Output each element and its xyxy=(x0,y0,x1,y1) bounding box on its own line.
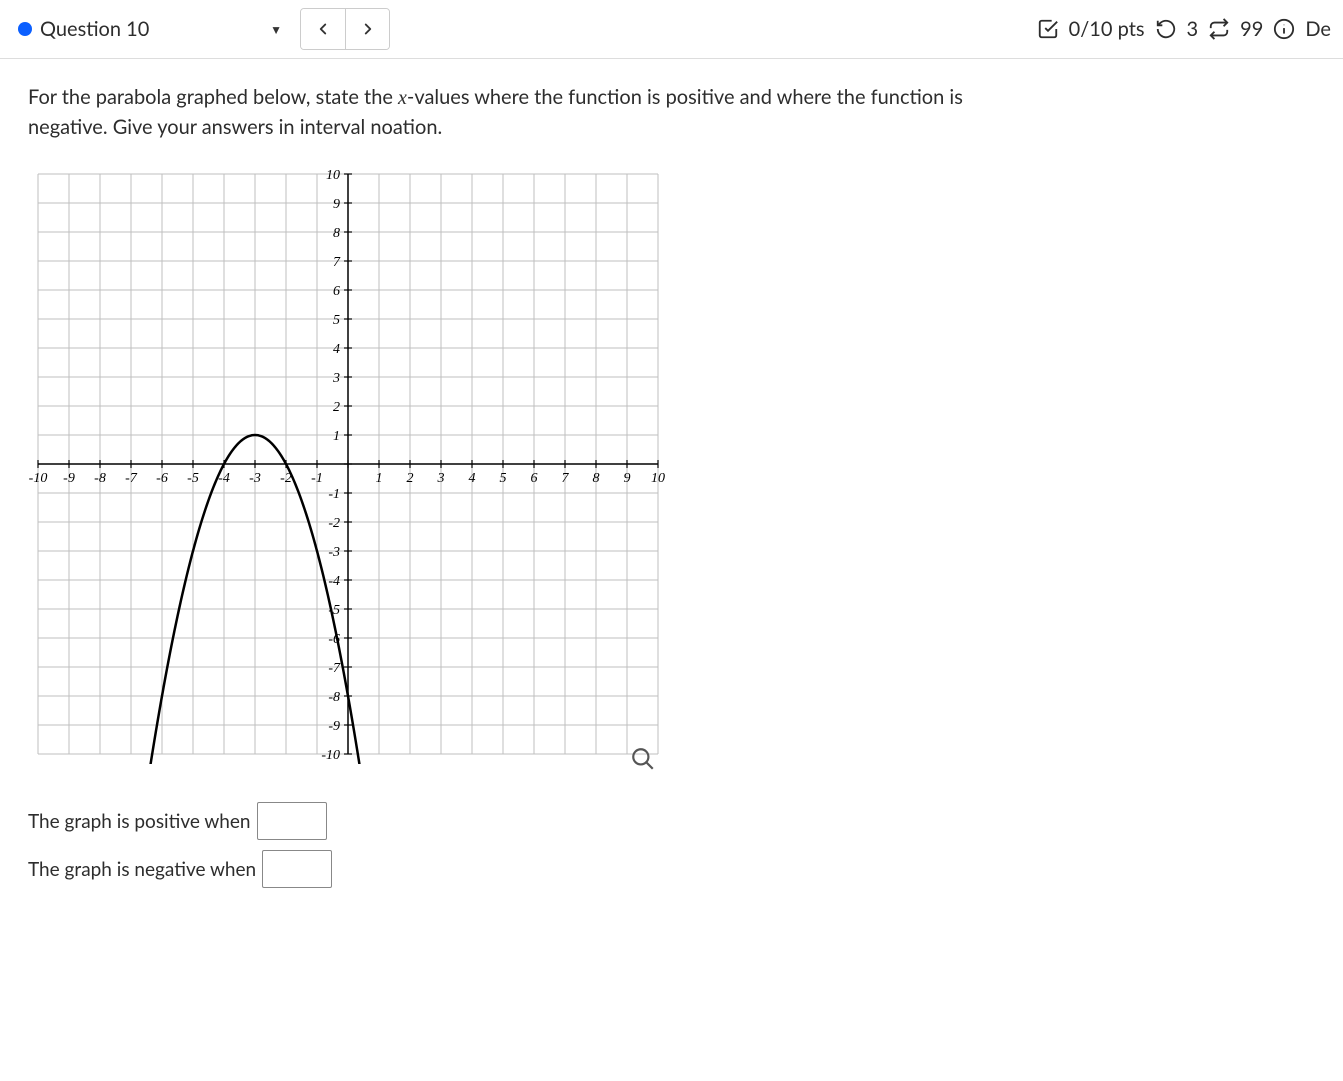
chevron-left-icon xyxy=(314,20,332,38)
time-or-count: 99 xyxy=(1240,17,1263,41)
svg-text:4: 4 xyxy=(469,471,476,486)
graph-container: -10 -9 -8 -7 -6 -5 -4 -3 -2 -1 1 2 3 4 5 6 7 8 9 10 -10 -9 -8 -… xyxy=(28,164,668,784)
question-prompt: For the parabola graphed below, state th… xyxy=(28,83,1315,142)
svg-text:8: 8 xyxy=(333,226,340,241)
answer-row-negative: The graph is negative when xyxy=(28,850,1315,888)
svg-text:9: 9 xyxy=(624,471,631,486)
magnifier-icon xyxy=(630,746,656,772)
points-status: 0/10 pts 3 99 De xyxy=(1037,17,1331,41)
svg-text:-9: -9 xyxy=(63,471,75,486)
svg-text:-7: -7 xyxy=(328,661,341,676)
svg-text:-1: -1 xyxy=(328,487,340,502)
svg-text:-5: -5 xyxy=(187,471,199,486)
svg-text:-3: -3 xyxy=(328,545,340,560)
parabola-graph: -10 -9 -8 -7 -6 -5 -4 -3 -2 -1 1 2 3 4 5 6 7 8 9 10 -10 -9 -8 -… xyxy=(28,164,668,764)
svg-text:8: 8 xyxy=(593,471,600,486)
retry-icon xyxy=(1155,18,1177,40)
svg-text:6: 6 xyxy=(333,284,340,299)
svg-text:-9: -9 xyxy=(328,719,340,734)
svg-text:10: 10 xyxy=(651,471,665,486)
svg-text:2: 2 xyxy=(407,471,414,486)
answer-row-positive: The graph is positive when xyxy=(28,802,1315,840)
checkbox-edit-icon xyxy=(1037,18,1059,40)
status-dot-icon xyxy=(18,22,32,36)
svg-text:-10: -10 xyxy=(29,471,48,486)
svg-text:-3: -3 xyxy=(249,471,261,486)
svg-text:6: 6 xyxy=(531,471,538,486)
prompt-variable: x xyxy=(398,87,407,109)
prompt-text: For the parabola graphed below, state th… xyxy=(28,85,398,109)
question-selector[interactable]: Question 10 ▼ xyxy=(12,13,292,45)
svg-text:4: 4 xyxy=(333,342,340,357)
caret-down-icon: ▼ xyxy=(270,22,282,37)
svg-text:-4: -4 xyxy=(328,574,340,589)
svg-text:5: 5 xyxy=(333,313,340,328)
prompt-text: negative. Give your answers in interval … xyxy=(28,115,442,139)
svg-text:-7: -7 xyxy=(125,471,138,486)
next-question-button[interactable] xyxy=(345,9,389,49)
positive-input[interactable] xyxy=(257,802,327,840)
question-label: Question 10 xyxy=(40,17,262,41)
svg-text:5: 5 xyxy=(500,471,507,486)
details-label: De xyxy=(1305,17,1331,41)
info-icon[interactable] xyxy=(1273,18,1295,40)
svg-text:10: 10 xyxy=(326,168,340,183)
svg-text:3: 3 xyxy=(332,371,340,386)
zoom-button[interactable] xyxy=(630,746,656,772)
svg-text:-8: -8 xyxy=(94,471,106,486)
svg-text:-10: -10 xyxy=(321,748,340,763)
svg-text:-1: -1 xyxy=(311,471,323,486)
answer-section: The graph is positive when The graph is … xyxy=(28,802,1315,888)
svg-text:3: 3 xyxy=(437,471,445,486)
svg-text:1: 1 xyxy=(333,429,340,444)
attempts-remaining: 3 xyxy=(1187,17,1199,41)
negative-input[interactable] xyxy=(262,850,332,888)
question-header: Question 10 ▼ 0/10 pts 3 99 De xyxy=(0,0,1343,59)
prev-question-button[interactable] xyxy=(301,9,345,49)
svg-text:1: 1 xyxy=(376,471,383,486)
positive-label: The graph is positive when xyxy=(28,810,251,833)
svg-text:9: 9 xyxy=(333,197,340,212)
prompt-text: -values where the function is positive a… xyxy=(407,85,963,109)
svg-text:-2: -2 xyxy=(328,516,340,531)
svg-text:7: 7 xyxy=(562,471,570,486)
question-content: For the parabola graphed below, state th… xyxy=(0,59,1343,922)
svg-text:-8: -8 xyxy=(328,690,340,705)
nav-buttons xyxy=(300,8,390,50)
svg-text:2: 2 xyxy=(333,400,340,415)
negative-label: The graph is negative when xyxy=(28,858,256,881)
svg-text:-6: -6 xyxy=(156,471,168,486)
chevron-right-icon xyxy=(359,20,377,38)
points-text: 0/10 pts xyxy=(1069,17,1145,41)
svg-text:7: 7 xyxy=(333,255,341,270)
swap-icon xyxy=(1208,18,1230,40)
